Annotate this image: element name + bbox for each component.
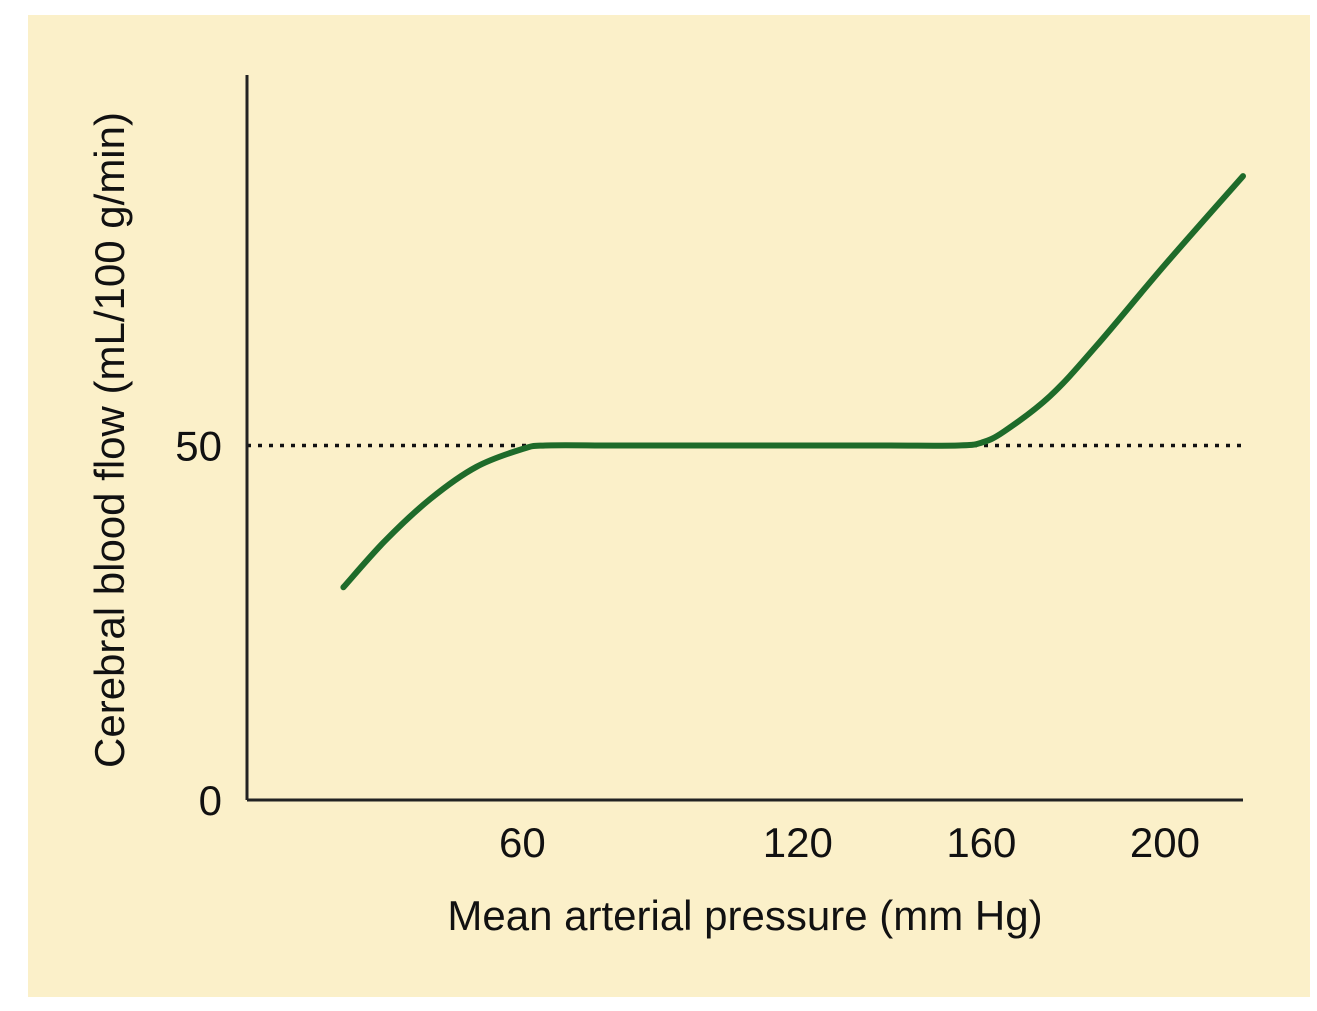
y-tick-label-50: 50 — [175, 423, 222, 470]
series-layer — [340, 173, 1246, 591]
y-tick-labels: 0 50 — [175, 423, 222, 825]
x-tick-label-200: 200 — [1130, 819, 1200, 866]
y-axis-title: Cerebral blood flow (mL/100 g/min) — [86, 112, 133, 768]
x-tick-labels: 60 120 160 200 — [499, 819, 1200, 866]
x-axis-title: Mean arterial pressure (mm Hg) — [447, 892, 1042, 939]
chart-panel — [28, 15, 1310, 997]
x-tick-label-120: 120 — [763, 819, 833, 866]
x-tick-label-160: 160 — [946, 819, 1016, 866]
y-tick-label-0: 0 — [199, 777, 222, 824]
series-line-0 — [340, 173, 1246, 591]
x-tick-label-60: 60 — [499, 819, 546, 866]
